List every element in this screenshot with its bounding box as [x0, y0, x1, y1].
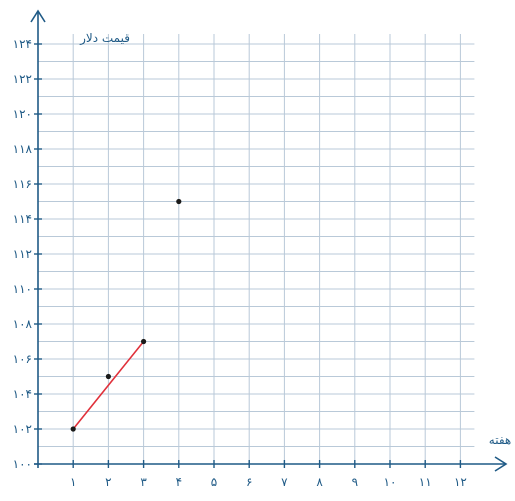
x-axis-ticks: ۱ ۲ ۳ ۴ ۵ ۶ ۷ ۸ ۹ ۱۰ ۱۱ ۱۲	[70, 460, 467, 489]
y-tick-label: ۱۲۲	[13, 72, 32, 86]
y-tick-label: ۱۱۶	[13, 177, 32, 191]
y-tick-label: ۱۱۴	[13, 212, 32, 226]
y-axis-arrow-icon	[30, 9, 46, 23]
x-tick-label: ۳	[140, 475, 147, 489]
y-tick-label: ۱۱۸	[13, 142, 33, 156]
axes	[30, 9, 508, 472]
x-tick-label: ۴	[176, 475, 182, 489]
data-point	[141, 338, 147, 345]
x-tick-label: ۶	[246, 475, 252, 489]
y-tick-label: ۱۰۶	[13, 352, 32, 366]
x-tick-label: ۸	[316, 475, 323, 489]
data-point	[70, 426, 76, 432]
data-point	[105, 373, 111, 380]
y-tick-label: ۱۰۴	[13, 387, 32, 401]
x-tick-label: ۷	[281, 475, 288, 489]
x-tick-label: ۹	[352, 475, 358, 489]
y-tick-label: ۱۲۰	[13, 107, 32, 121]
x-tick-label: ۱۰	[384, 475, 397, 489]
x-axis-arrow-icon	[494, 456, 508, 472]
x-tick-label: ۱۱	[419, 475, 432, 489]
y-tick-label: ۱۰۰	[13, 457, 32, 471]
y-tick-label: ۱۲۴	[13, 37, 32, 51]
x-tick-label: ۵	[211, 475, 217, 489]
grid	[38, 34, 475, 464]
x-axis-title: هفته	[489, 433, 511, 447]
x-tick-label: ۱۲	[454, 475, 467, 489]
y-tick-label: ۱۰۸	[13, 317, 33, 331]
x-tick-label: ۱	[70, 475, 76, 489]
connecting-segment	[72, 340, 145, 430]
data-marks	[70, 198, 182, 432]
x-tick-label: ۲	[105, 475, 111, 489]
y-tick-label: ۱۰۲	[13, 422, 32, 436]
y-axis-title: قیمت دلار	[79, 31, 130, 46]
data-point	[176, 198, 182, 205]
y-tick-label: ۱۱۰	[13, 282, 32, 296]
y-axis-ticks: ۱۰۰ ۱۰۲ ۱۰۴ ۱۰۶ ۱۰۸ ۱۱۰ ۱۱۲ ۱۱۴ ۱۱۶ ۱۱۸ ۱۲۰ ۱۲۲ ۱۲۴	[13, 37, 42, 471]
y-tick-label: ۱۱۲	[13, 247, 32, 261]
